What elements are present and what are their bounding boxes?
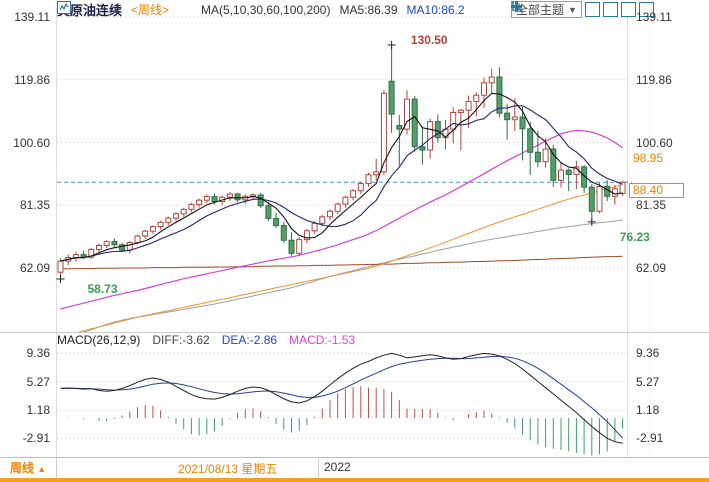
macd-axis-label: 1.18 bbox=[636, 403, 660, 417]
macd-axis-label: 9.36 bbox=[636, 346, 660, 361]
period-selector[interactable]: 周线 ▲ bbox=[0, 458, 57, 478]
x-axis-date-label: 2021/08/13 星期五 bbox=[178, 462, 278, 476]
x-axis-tick bbox=[318, 458, 319, 477]
chart-toolbar: 全部主题 ▼ bbox=[511, 1, 654, 18]
theme-dropdown-label: 全部主题 bbox=[516, 3, 565, 17]
triangle-up-icon: ▲ bbox=[37, 464, 47, 474]
low-price-annotation: 58.73 bbox=[87, 281, 118, 296]
macd-value-label: MACD:-1.53 bbox=[289, 333, 356, 347]
low-price-annotation: 76.23 bbox=[619, 229, 650, 244]
chevron-down-icon: ▼ bbox=[568, 4, 577, 15]
price-axis-label: 139.11 bbox=[14, 10, 50, 24]
layout-grid-icon[interactable] bbox=[511, 1, 600, 17]
macd-axis-label: -2.91 bbox=[636, 431, 664, 446]
symbol-title: 美原油连续 bbox=[57, 3, 123, 18]
chart-header: 美原油连续 <周线> MA(5,10,30,60,100,200) MA5:86… bbox=[57, 1, 465, 18]
diff-value-label: DIFF:-3.62 bbox=[152, 333, 210, 347]
accent-strip bbox=[0, 478, 709, 482]
axes-scale-icon[interactable] bbox=[511, 1, 618, 17]
x-axis-year-label: 2022 bbox=[324, 460, 351, 474]
dea-value-label: DEA:-2.86 bbox=[221, 333, 278, 347]
period-tag: <周线> bbox=[131, 3, 170, 17]
play-chart-icon[interactable] bbox=[512, 1, 636, 17]
price-axis-label: 62.09 bbox=[636, 261, 667, 275]
export-icon[interactable] bbox=[512, 2, 654, 17]
price-axis-label: 100.60 bbox=[13, 135, 50, 150]
price-axis-label: 81.35 bbox=[19, 198, 50, 213]
price-axis-label: 62.09 bbox=[19, 261, 50, 275]
macd-params-label: MACD(26,12,9) bbox=[57, 333, 141, 347]
kline-chart-icon[interactable] bbox=[57, 1, 192, 16]
price-axis-label: 139.11 bbox=[636, 10, 672, 24]
macd-axis-label: 1.18 bbox=[26, 403, 50, 417]
last-price-label: 88.40 bbox=[629, 183, 684, 198]
ma10-value-label: MA10:86.2 bbox=[406, 2, 465, 17]
price-axis-label: 119.86 bbox=[636, 72, 672, 87]
theme-dropdown[interactable]: 全部主题 ▼ bbox=[511, 1, 582, 18]
high-price-annotation: 130.50 bbox=[410, 33, 448, 48]
macd-header: MACD(26,12,9) DIFF:-3.62 DEA:-2.86 MACD:… bbox=[57, 333, 355, 347]
ma-axis-value-label: 98.95 bbox=[633, 151, 664, 165]
macd-axis-label: 5.27 bbox=[26, 374, 50, 389]
ma-settings-label: MA(5,10,30,60,100,200) bbox=[201, 2, 331, 17]
price-axis-label: 81.35 bbox=[636, 198, 667, 213]
ma5-value-label: MA5:86.39 bbox=[339, 2, 398, 17]
macd-axis-label: 5.27 bbox=[636, 374, 660, 389]
price-axis-label: 119.86 bbox=[14, 72, 50, 87]
price-axis-label: 100.60 bbox=[636, 135, 673, 150]
period-selector-label: 周线 bbox=[9, 461, 34, 475]
bottom-status-bar: 周线 ▲ 2021/08/13 星期五 2022 bbox=[0, 458, 709, 478]
macd-axis-label: 9.36 bbox=[26, 346, 50, 361]
macd-axis-label: -2.91 bbox=[22, 431, 50, 446]
